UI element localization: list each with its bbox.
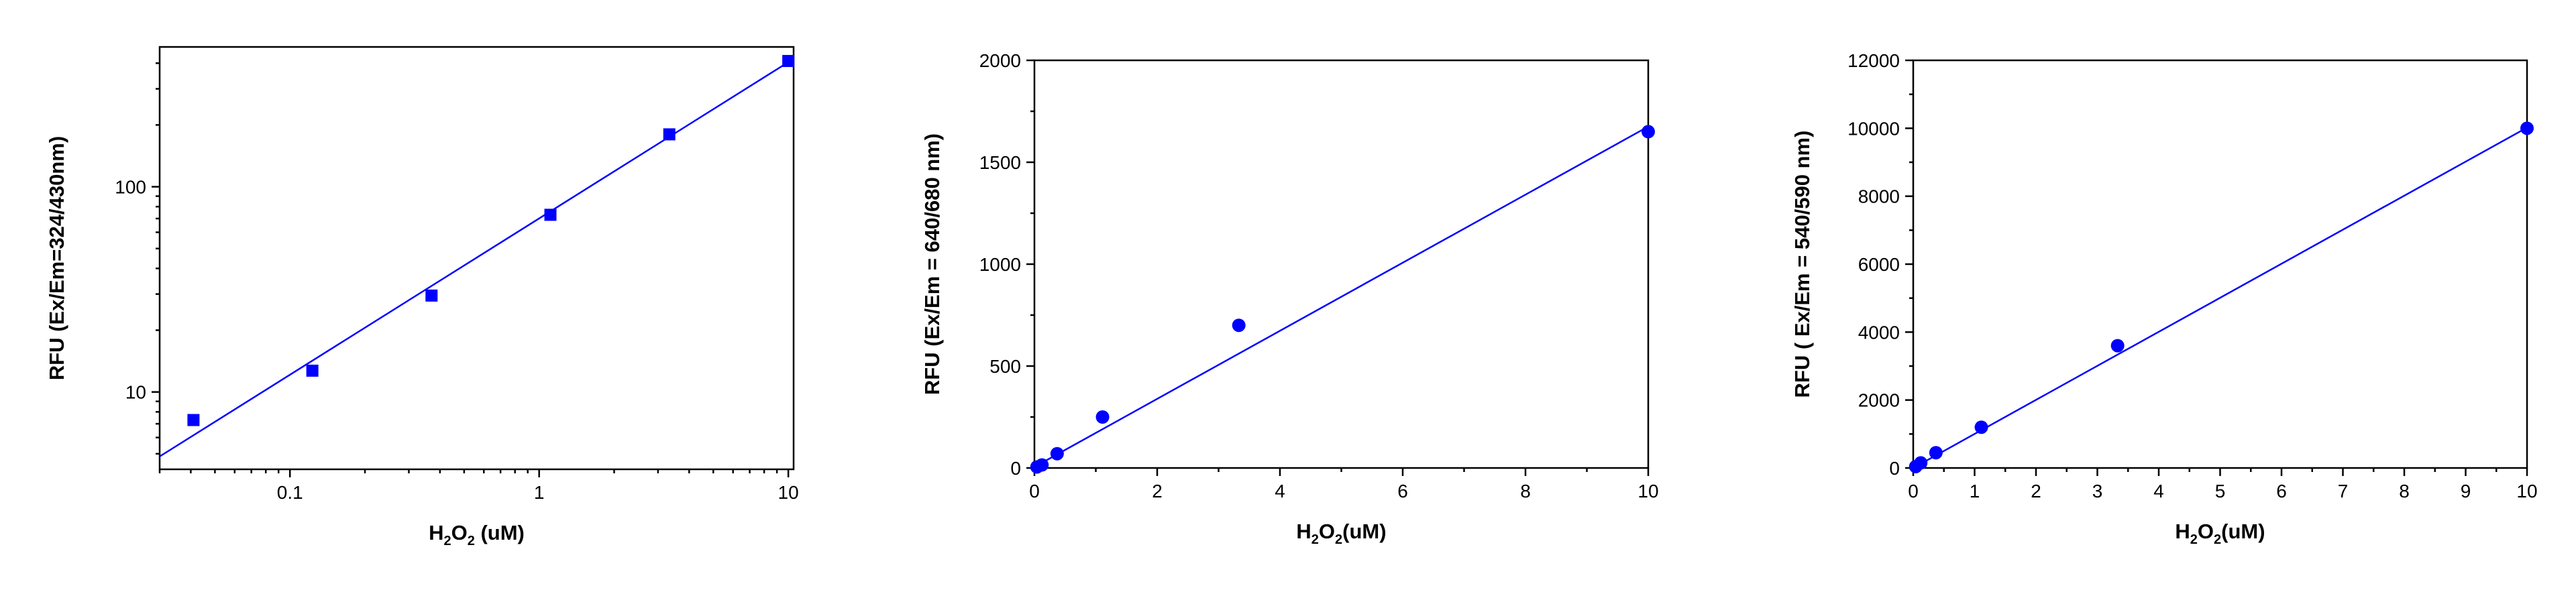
x-tick-label: 10	[2516, 481, 2537, 501]
x-axis-title: H2O2 (uM)	[429, 521, 525, 548]
x-axis-title-part: (uM)	[1342, 520, 1386, 543]
x-axis-title-subscript: 2	[1335, 532, 1342, 547]
data-point	[1974, 420, 1988, 434]
data-point	[663, 128, 676, 141]
data-point	[187, 414, 200, 426]
y-tick-label: 500	[989, 356, 1021, 377]
plot-frame	[158, 46, 795, 471]
x-tick-label: 3	[2092, 481, 2103, 501]
x-tick-label: 0	[1908, 481, 1919, 501]
fit-line	[160, 58, 794, 457]
y-axis-title: RFU ( Ex/Em = 540/590 nm)	[1790, 131, 1814, 398]
y-tick-label: 4000	[1858, 322, 1900, 343]
y-tick-label: 100	[115, 177, 146, 198]
x-axis-title-part: O	[451, 521, 468, 544]
y-tick-label: 2000	[1858, 390, 1900, 411]
chart-panel-3: 0 1 2 3 4 5 6 7 8 9 10 0 2000 4000 6000 8000 10000 12000 H…	[1790, 50, 2538, 547]
x-axis-title-part: O	[2198, 520, 2214, 543]
data-point	[306, 364, 319, 377]
y-axis-title: RFU (Ex/Em = 640/680 nm)	[920, 133, 944, 395]
x-tick-label: 4	[1275, 481, 1285, 501]
data-point	[2110, 339, 2125, 353]
x-tick-label: 4	[2153, 481, 2164, 501]
x-axis-title-subscript: 2	[2214, 532, 2221, 547]
fit-line	[1913, 127, 2527, 468]
y-tick-label: 2000	[979, 50, 1021, 71]
data-point	[425, 289, 438, 302]
data-point	[1035, 458, 1049, 472]
y-tick-label: 0	[1010, 458, 1021, 479]
x-axis-title-part: H	[429, 521, 443, 544]
x-tick-label: 0	[1029, 481, 1040, 501]
x-axis-title: H2O2(uM)	[1296, 520, 1386, 547]
x-tick-label: 6	[2276, 481, 2287, 501]
x-tick-label: 2	[2031, 481, 2041, 501]
x-tick-label: 7	[2338, 481, 2349, 501]
x-tick-label: 0.1	[277, 482, 303, 503]
x-tick-label: 5	[2215, 481, 2226, 501]
y-tick-label: 12000	[1847, 50, 1900, 71]
data-point	[1642, 125, 1655, 139]
y-tick-label: 1000	[979, 254, 1021, 275]
data-point	[1050, 447, 1064, 461]
x-tick-label: 1	[534, 482, 545, 503]
x-axis-title-part: H	[1296, 520, 1311, 543]
x-tick-label: 9	[2461, 481, 2471, 501]
x-axis-title: H2O2(uM)	[2175, 520, 2265, 547]
x-axis-title-part: H	[2175, 520, 2190, 543]
x-axis-title-subscript: 2	[468, 534, 475, 548]
y-tick-label: 6000	[1858, 254, 1900, 275]
x-axis-title-subscript: 2	[2190, 532, 2198, 547]
data-point	[1914, 456, 1928, 470]
x-axis-title-part: (uM)	[475, 521, 525, 544]
x-tick-label: 1	[1970, 481, 1980, 501]
x-tick-label: 6	[1397, 481, 1408, 501]
y-tick-label: 1500	[979, 152, 1021, 173]
data-point	[782, 54, 795, 67]
x-tick-label: 2	[1152, 481, 1163, 501]
x-tick-label: 8	[2399, 481, 2410, 501]
data-point	[1095, 410, 1110, 424]
data-point	[1929, 446, 1943, 460]
y-axis-title: RFU (Ex/Em=324/430nm)	[45, 136, 68, 380]
x-tick-label: 10	[1638, 481, 1658, 501]
y-tick-label: 10000	[1847, 118, 1900, 139]
plot-frame	[1033, 59, 1650, 469]
x-axis-title-part: (uM)	[2221, 520, 2265, 543]
y-tick-label: 0	[1889, 458, 1900, 479]
fit-line	[1034, 125, 1648, 468]
x-tick-label: 8	[1520, 481, 1531, 501]
x-tick-label: 10	[778, 482, 799, 503]
x-axis-title-subscript: 2	[1311, 532, 1319, 547]
y-tick-label: 10	[125, 382, 146, 403]
data-point	[544, 209, 557, 221]
x-axis-title-part: O	[1319, 520, 1335, 543]
x-axis-title-subscript: 2	[443, 534, 451, 548]
data-point	[1232, 318, 1246, 333]
y-tick-label: 8000	[1858, 186, 1900, 207]
data-point	[2520, 121, 2534, 135]
plot-frame	[1912, 59, 2528, 469]
